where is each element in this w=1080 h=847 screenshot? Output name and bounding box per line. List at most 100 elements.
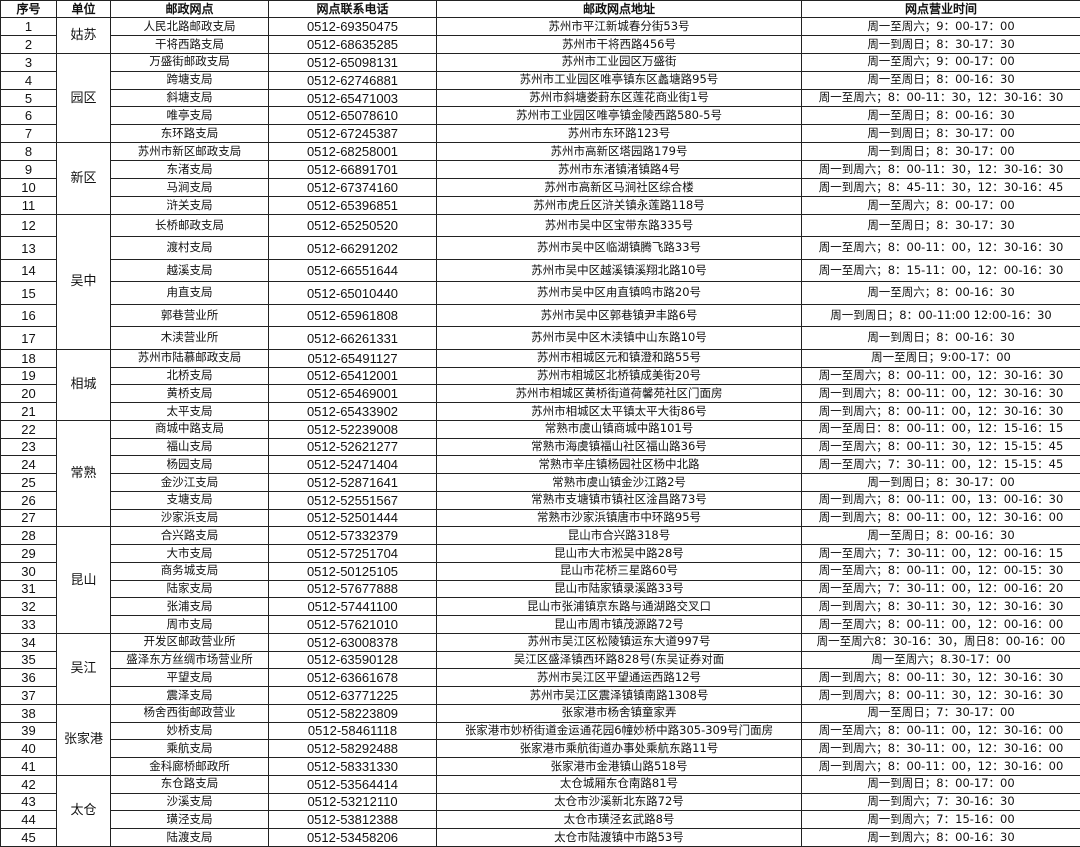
- outlet-hours: 周一至周六；8：00-11：00，12：00-16：00: [802, 616, 1080, 634]
- outlet-hours: 周一至周六8：30-16：30，周日8：00-16：00: [802, 633, 1080, 651]
- outlet-hours: 周一到周六；8：00-11：00，12：30-16：30: [802, 403, 1080, 421]
- outlet-hours: 周一到周六；8：00-11：30，12：30-16：30: [802, 161, 1080, 179]
- row-number: 24: [1, 456, 57, 474]
- row-number: 14: [1, 259, 57, 282]
- outlet-address: 常熟市支塘镇市镇社区淦昌路73号: [437, 491, 802, 509]
- row-number: 18: [1, 349, 57, 367]
- outlet-phone: 0512-62746881: [269, 71, 437, 89]
- outlet-phone: 0512-63008378: [269, 633, 437, 651]
- outlet-address: 吴江区盛泽镇西环路828号(东吴证券对面: [437, 651, 802, 669]
- outlet-hours: 周一至周六；8：00-11：30，12：15-15：45: [802, 438, 1080, 456]
- row-number: 11: [1, 196, 57, 214]
- outlet-phone: 0512-53564414: [269, 775, 437, 793]
- outlet-name: 苏州市陆慕邮政支局: [111, 349, 269, 367]
- outlet-address: 昆山市合兴路318号: [437, 527, 802, 545]
- outlet-hours: 周一至周日；8：30-17：30: [802, 214, 1080, 237]
- row-number: 2: [1, 35, 57, 53]
- outlet-phone: 0512-57251704: [269, 545, 437, 563]
- outlet-phone: 0512-65396851: [269, 196, 437, 214]
- outlet-phone: 0512-63771225: [269, 687, 437, 705]
- outlet-phone: 0512-65491127: [269, 349, 437, 367]
- outlet-phone: 0512-65098131: [269, 53, 437, 71]
- outlet-name: 东渚支局: [111, 161, 269, 179]
- outlet-hours: 周一至周日；7：30-17：00: [802, 704, 1080, 722]
- row-number: 39: [1, 722, 57, 740]
- outlet-name: 北桥支局: [111, 367, 269, 385]
- outlet-address: 苏州市吴江区平望通运西路12号: [437, 669, 802, 687]
- outlet-name: 郭巷营业所: [111, 304, 269, 327]
- outlet-address: 昆山市大市淞吴中路28号: [437, 545, 802, 563]
- row-number: 22: [1, 420, 57, 438]
- outlet-hours: 周一到周六；8：00-16：30: [802, 829, 1080, 847]
- outlet-name: 陆渡支局: [111, 829, 269, 847]
- unit-cell: 吴中: [57, 214, 111, 349]
- outlet-address: 苏州市工业园区唯亭镇金陵西路580-5号: [437, 107, 802, 125]
- outlet-phone: 0512-65010440: [269, 282, 437, 305]
- outlet-hours: 周一到周日；8：00-16：30: [802, 327, 1080, 350]
- outlet-name: 跨塘支局: [111, 71, 269, 89]
- row-number: 28: [1, 527, 57, 545]
- outlet-name: 沙家浜支局: [111, 509, 269, 527]
- row-number: 13: [1, 237, 57, 260]
- outlet-address: 常熟市虞山镇商城中路101号: [437, 420, 802, 438]
- outlet-address: 常熟市沙家浜镇唐市中环路95号: [437, 509, 802, 527]
- outlet-name: 万盛街邮政支局: [111, 53, 269, 71]
- outlet-address: 张家港市乘航街道办事处乘航东路11号: [437, 740, 802, 758]
- outlet-phone: 0512-53812388: [269, 811, 437, 829]
- outlet-phone: 0512-69350475: [269, 18, 437, 36]
- unit-cell: 常熟: [57, 420, 111, 527]
- row-number: 34: [1, 633, 57, 651]
- row-number: 27: [1, 509, 57, 527]
- outlet-address: 苏州市虎丘区浒关镇永莲路118号: [437, 196, 802, 214]
- outlet-phone: 0512-67374160: [269, 179, 437, 197]
- outlet-phone: 0512-66551644: [269, 259, 437, 282]
- outlet-name: 商城中路支局: [111, 420, 269, 438]
- outlet-hours: 周一到周六；8：30-11：30，12：30-16：30: [802, 598, 1080, 616]
- outlet-address: 苏州市高新区马涧社区综合楼: [437, 179, 802, 197]
- outlet-address: 苏州市东环路123号: [437, 125, 802, 143]
- outlet-name: 唯亭支局: [111, 107, 269, 125]
- outlet-name: 东仓路支局: [111, 775, 269, 793]
- row-number: 31: [1, 580, 57, 598]
- outlet-hours: 周一至周日；9:00-17：00: [802, 349, 1080, 367]
- outlet-address: 苏州市相城区太平镇太平大街86号: [437, 403, 802, 421]
- outlet-phone: 0512-58461118: [269, 722, 437, 740]
- outlet-name: 合兴路支局: [111, 527, 269, 545]
- outlet-phone: 0512-52621277: [269, 438, 437, 456]
- outlet-address: 太仓市璜泾玄武路8号: [437, 811, 802, 829]
- outlet-phone: 0512-68635285: [269, 35, 437, 53]
- row-number: 44: [1, 811, 57, 829]
- outlet-name: 越溪支局: [111, 259, 269, 282]
- outlet-hours: 周一至周六；7：30-11：00，12：00-16：15: [802, 545, 1080, 563]
- outlet-hours: 周一至周日；8：00-16：30: [802, 107, 1080, 125]
- outlet-phone: 0512-58223809: [269, 704, 437, 722]
- unit-cell: 相城: [57, 349, 111, 420]
- row-number: 33: [1, 616, 57, 634]
- row-number: 20: [1, 385, 57, 403]
- row-number: 3: [1, 53, 57, 71]
- unit-cell: 园区: [57, 53, 111, 142]
- outlet-name: 震泽支局: [111, 687, 269, 705]
- outlet-address: 苏州市吴中区木渎镇中山东路10号: [437, 327, 802, 350]
- outlet-address: 苏州市相城区北桥镇成美街20号: [437, 367, 802, 385]
- outlet-hours: 周一到周六；8：30-11：00，12：30-16：00: [802, 740, 1080, 758]
- row-number: 42: [1, 775, 57, 793]
- outlet-address: 苏州市吴江区震泽镇镇南路1308号: [437, 687, 802, 705]
- row-number: 23: [1, 438, 57, 456]
- outlet-phone: 0512-58292488: [269, 740, 437, 758]
- header-address: 邮政网点地址: [437, 1, 802, 18]
